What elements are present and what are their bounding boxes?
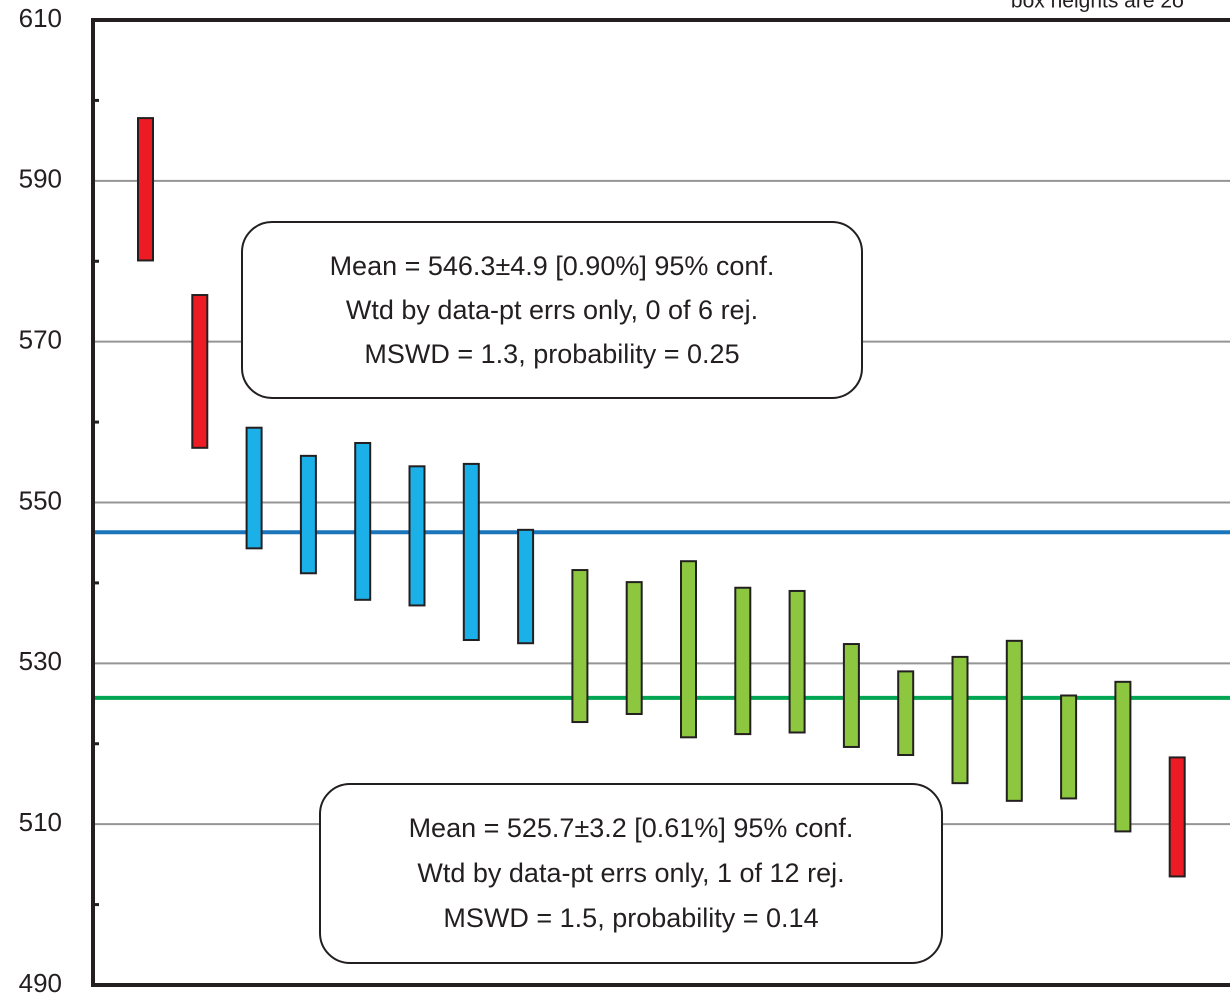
interval-box bbox=[1005, 639, 1023, 802]
annotation-box bbox=[319, 783, 943, 964]
interval-box bbox=[1114, 680, 1132, 833]
interval-box bbox=[951, 655, 969, 785]
interval-box bbox=[897, 670, 915, 757]
annotation-text: Wtd by data-pt errs only, 0 of 6 rej. bbox=[346, 295, 758, 325]
interval-box bbox=[299, 454, 317, 575]
interval-box bbox=[137, 117, 154, 262]
y-tick-label: 530 bbox=[19, 646, 62, 676]
y-tick-label: 570 bbox=[19, 325, 62, 355]
interval-box bbox=[734, 586, 752, 736]
interval-box bbox=[517, 528, 535, 645]
interval-box bbox=[1060, 694, 1078, 800]
y-tick-label: 610 bbox=[19, 3, 62, 33]
annotation-text: Wtd by data-pt errs only, 1 of 12 rej. bbox=[417, 858, 844, 888]
y-tick-label: 490 bbox=[19, 968, 62, 998]
y-tick-label: 550 bbox=[19, 485, 62, 515]
annotation-box bbox=[241, 221, 863, 399]
annotation-text: MSWD = 1.5, probability = 0.14 bbox=[443, 903, 818, 933]
annotation-text: Mean = 546.3±4.9 [0.90%] 95% conf. bbox=[330, 251, 775, 281]
annotation-text: MSWD = 1.3, probability = 0.25 bbox=[364, 339, 739, 369]
interval-box bbox=[1168, 756, 1186, 878]
y-tick-label: 590 bbox=[19, 164, 62, 194]
interval-box bbox=[462, 462, 480, 642]
interval-box bbox=[788, 589, 806, 734]
interval-box bbox=[571, 569, 589, 724]
interval-box bbox=[408, 465, 426, 607]
y-tick-label: 510 bbox=[19, 807, 62, 837]
corner-note: box heights are 2σ bbox=[1011, 0, 1185, 13]
interval-box bbox=[191, 294, 209, 449]
annotation-text: Mean = 525.7±3.2 [0.61%] 95% conf. bbox=[409, 813, 854, 843]
interval-box bbox=[842, 643, 860, 748]
interval-box bbox=[625, 581, 643, 715]
interval-box bbox=[680, 560, 697, 739]
interval-box bbox=[245, 426, 263, 550]
interval-box bbox=[354, 441, 372, 601]
plot-frame bbox=[91, 18, 1230, 987]
